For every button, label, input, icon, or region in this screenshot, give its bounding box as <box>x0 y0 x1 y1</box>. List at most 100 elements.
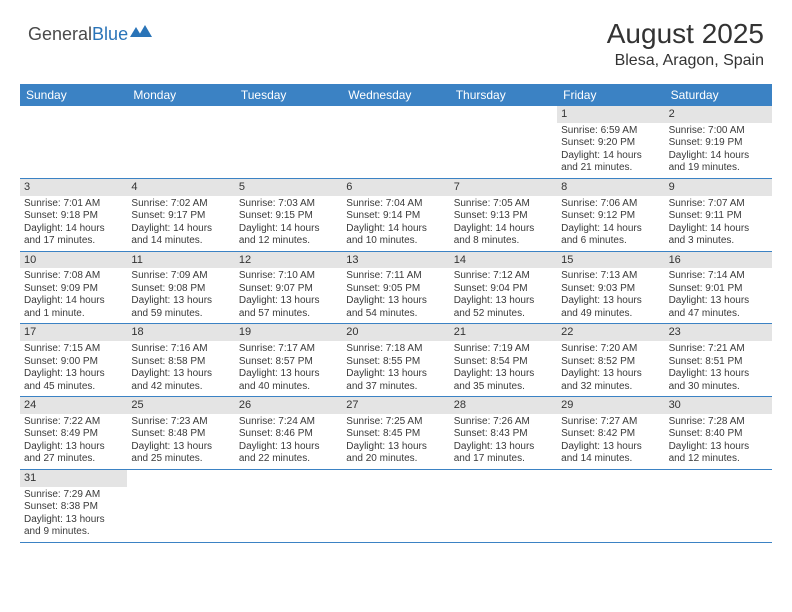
sunset-line: Sunset: 8:40 PM <box>669 428 768 441</box>
sunset-line: Sunset: 9:17 PM <box>131 210 230 223</box>
sunrise-line: Sunrise: 7:26 AM <box>454 416 553 429</box>
day-number: 1 <box>557 106 664 123</box>
day-cell: 22Sunrise: 7:20 AMSunset: 8:52 PMDayligh… <box>557 324 664 396</box>
sunrise-line: Sunrise: 7:28 AM <box>669 416 768 429</box>
day-cell: 7 Sunrise: 7:05 AMSunset: 9:13 PMDaylight… <box>450 179 557 251</box>
day-number: 13 <box>342 252 449 269</box>
day-cell-empty: . <box>342 470 449 542</box>
location: Blesa, Aragon, Spain <box>607 52 764 70</box>
sunset-line: Sunset: 9:18 PM <box>24 210 123 223</box>
day-number: 14 <box>450 252 557 269</box>
sunset-line: Sunset: 9:14 PM <box>346 210 445 223</box>
day-cell-empty: . <box>127 470 234 542</box>
daylight-line: Daylight: 13 hours and 9 minutes. <box>24 514 123 539</box>
sunset-line: Sunset: 9:03 PM <box>561 283 660 296</box>
day-number: 3 <box>20 179 127 196</box>
day-cell: 6Sunrise: 7:04 AMSunset: 9:14 PMDaylight… <box>342 179 449 251</box>
sunrise-line: Sunrise: 7:10 AM <box>239 270 338 283</box>
sunrise-line: Sunrise: 7:27 AM <box>561 416 660 429</box>
sunset-line: Sunset: 8:43 PM <box>454 428 553 441</box>
day-cell: 27Sunrise: 7:25 AMSunset: 8:45 PMDayligh… <box>342 397 449 469</box>
day-cell-empty: . <box>127 106 234 178</box>
sunrise-line: Sunrise: 7:07 AM <box>669 198 768 211</box>
daylight-line: Daylight: 13 hours and 47 minutes. <box>669 295 768 320</box>
sunset-line: Sunset: 9:00 PM <box>24 356 123 369</box>
day-cell: 8Sunrise: 7:06 AMSunset: 9:12 PMDaylight… <box>557 179 664 251</box>
sunset-line: Sunset: 8:48 PM <box>131 428 230 441</box>
daylight-line: Daylight: 13 hours and 17 minutes. <box>454 441 553 466</box>
daylight-line: Daylight: 13 hours and 54 minutes. <box>346 295 445 320</box>
daylight-line: Daylight: 13 hours and 42 minutes. <box>131 368 230 393</box>
day-number: 11 <box>127 252 234 269</box>
day-cell: 26Sunrise: 7:24 AMSunset: 8:46 PMDayligh… <box>235 397 342 469</box>
day-number: 23 <box>665 324 772 341</box>
sunrise-line: Sunrise: 7:09 AM <box>131 270 230 283</box>
day-cell-empty: . <box>450 106 557 178</box>
header: GeneralBlue August 2025 Blesa, Aragon, S… <box>0 0 792 78</box>
day-cell-empty: . <box>557 470 664 542</box>
sunset-line: Sunset: 8:57 PM <box>239 356 338 369</box>
sunset-line: Sunset: 8:46 PM <box>239 428 338 441</box>
sunrise-line: Sunrise: 7:03 AM <box>239 198 338 211</box>
daylight-line: Daylight: 14 hours and 21 minutes. <box>561 150 660 175</box>
week-row: 24Sunrise: 7:22 AMSunset: 8:49 PMDayligh… <box>20 397 772 470</box>
day-number: 7 <box>450 179 557 196</box>
day-number: 6 <box>342 179 449 196</box>
day-cell: 23Sunrise: 7:21 AMSunset: 8:51 PMDayligh… <box>665 324 772 396</box>
day-number: 4 <box>127 179 234 196</box>
day-number: 12 <box>235 252 342 269</box>
sunrise-line: Sunrise: 7:14 AM <box>669 270 768 283</box>
sunset-line: Sunset: 9:07 PM <box>239 283 338 296</box>
day-cell: 21Sunrise: 7:19 AMSunset: 8:54 PMDayligh… <box>450 324 557 396</box>
day-number: 17 <box>20 324 127 341</box>
day-cell-empty: . <box>342 106 449 178</box>
daylight-line: Daylight: 13 hours and 14 minutes. <box>561 441 660 466</box>
daylight-line: Daylight: 13 hours and 35 minutes. <box>454 368 553 393</box>
sunset-line: Sunset: 8:49 PM <box>24 428 123 441</box>
daylight-line: Daylight: 13 hours and 32 minutes. <box>561 368 660 393</box>
sunset-line: Sunset: 9:11 PM <box>669 210 768 223</box>
sunset-line: Sunset: 9:12 PM <box>561 210 660 223</box>
day-number: 2 <box>665 106 772 123</box>
brand-part2: Blue <box>92 24 128 45</box>
calendar: SundayMondayTuesdayWednesdayThursdayFrid… <box>20 84 772 543</box>
week-row: 3Sunrise: 7:01 AMSunset: 9:18 PMDaylight… <box>20 179 772 252</box>
day-number: 21 <box>450 324 557 341</box>
week-row: .....1Sunrise: 6:59 AMSunset: 9:20 PMDay… <box>20 106 772 179</box>
sunrise-line: Sunrise: 7:02 AM <box>131 198 230 211</box>
day-cell-empty: . <box>235 106 342 178</box>
daylight-line: Daylight: 13 hours and 52 minutes. <box>454 295 553 320</box>
day-cell: 25Sunrise: 7:23 AMSunset: 8:48 PMDayligh… <box>127 397 234 469</box>
daylight-line: Daylight: 14 hours and 1 minute. <box>24 295 123 320</box>
sunset-line: Sunset: 8:54 PM <box>454 356 553 369</box>
sunset-line: Sunset: 9:13 PM <box>454 210 553 223</box>
sunset-line: Sunset: 8:42 PM <box>561 428 660 441</box>
sunrise-line: Sunrise: 7:08 AM <box>24 270 123 283</box>
weekday-header: Thursday <box>450 84 557 106</box>
daylight-line: Daylight: 13 hours and 37 minutes. <box>346 368 445 393</box>
daylight-line: Daylight: 14 hours and 6 minutes. <box>561 223 660 248</box>
sunrise-line: Sunrise: 7:05 AM <box>454 198 553 211</box>
daylight-line: Daylight: 13 hours and 49 minutes. <box>561 295 660 320</box>
day-number: 27 <box>342 397 449 414</box>
daylight-line: Daylight: 14 hours and 8 minutes. <box>454 223 553 248</box>
sunset-line: Sunset: 8:38 PM <box>24 501 123 514</box>
sunset-line: Sunset: 8:45 PM <box>346 428 445 441</box>
sunset-line: Sunset: 9:04 PM <box>454 283 553 296</box>
sunrise-line: Sunrise: 7:15 AM <box>24 343 123 356</box>
sunrise-line: Sunrise: 7:06 AM <box>561 198 660 211</box>
day-cell: 4 Sunrise: 7:02 AMSunset: 9:17 PMDaylight… <box>127 179 234 251</box>
day-number: 25 <box>127 397 234 414</box>
daylight-line: Daylight: 13 hours and 59 minutes. <box>131 295 230 320</box>
daylight-line: Daylight: 14 hours and 10 minutes. <box>346 223 445 248</box>
daylight-line: Daylight: 14 hours and 19 minutes. <box>669 150 768 175</box>
day-cell-empty: . <box>450 470 557 542</box>
sunrise-line: Sunrise: 7:20 AM <box>561 343 660 356</box>
day-number: 24 <box>20 397 127 414</box>
day-cell: 3Sunrise: 7:01 AMSunset: 9:18 PMDaylight… <box>20 179 127 251</box>
sunrise-line: Sunrise: 7:21 AM <box>669 343 768 356</box>
sunset-line: Sunset: 9:09 PM <box>24 283 123 296</box>
daylight-line: Daylight: 14 hours and 14 minutes. <box>131 223 230 248</box>
day-number: 31 <box>20 470 127 487</box>
flag-icon <box>130 25 152 44</box>
